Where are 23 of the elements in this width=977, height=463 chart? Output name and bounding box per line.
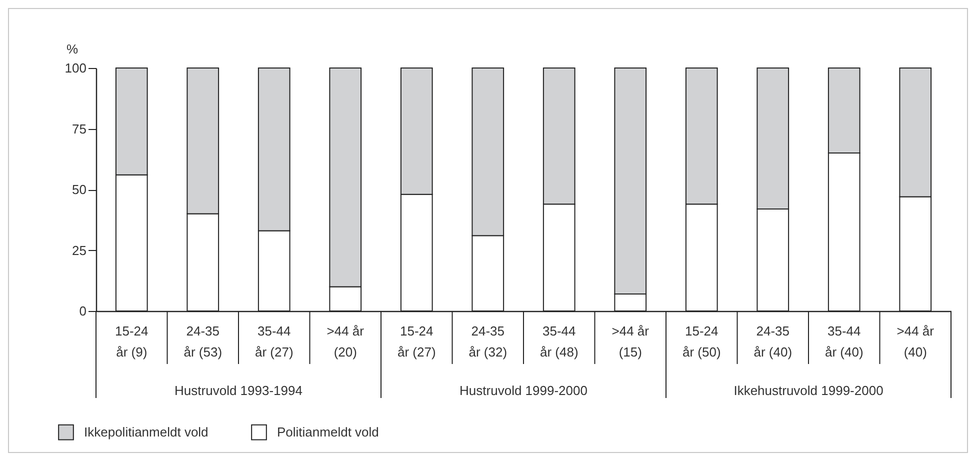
- text: Ikkehustruvold 1999-2000: [734, 383, 884, 398]
- y-tick-label: 50: [72, 182, 86, 197]
- text: Hustruvold 1993-1994: [174, 383, 302, 398]
- x-tick-label: >44 år (20): [326, 324, 365, 360]
- x-tick-label: 24-35 år (53): [184, 324, 222, 360]
- x-tick-label: 24-35 år (32): [468, 324, 508, 360]
- x-tick-label: >44 år (40): [896, 324, 935, 360]
- x-tick-label: 35-44 år (40): [824, 324, 864, 360]
- x-tick-label: 35-44 år (48): [540, 324, 578, 360]
- x-tick-label: 15-24 år (9): [115, 324, 148, 360]
- x-tick-label: 24-35 år (40): [754, 324, 792, 360]
- y-tick-label: 0: [79, 304, 86, 318]
- y-tick-label: 75: [72, 121, 86, 136]
- text: Hustruvold 1999-2000: [460, 383, 588, 398]
- y-tick-label: 25: [72, 242, 86, 258]
- x-tick-label: >44 år (15): [612, 324, 650, 360]
- y-axis-title: %: [66, 42, 78, 56]
- x-tick-label: 35-44 år (27): [254, 324, 294, 360]
- x-tick-label: 15-24 år (50): [682, 324, 721, 360]
- legend-label: Ikkepolitianmeldt vold: [84, 424, 208, 440]
- x-tick-label: 15-24 år (27): [397, 324, 436, 360]
- y-tick-label: 100: [64, 60, 86, 76]
- legend-label: Politianmeldt vold: [277, 424, 379, 440]
